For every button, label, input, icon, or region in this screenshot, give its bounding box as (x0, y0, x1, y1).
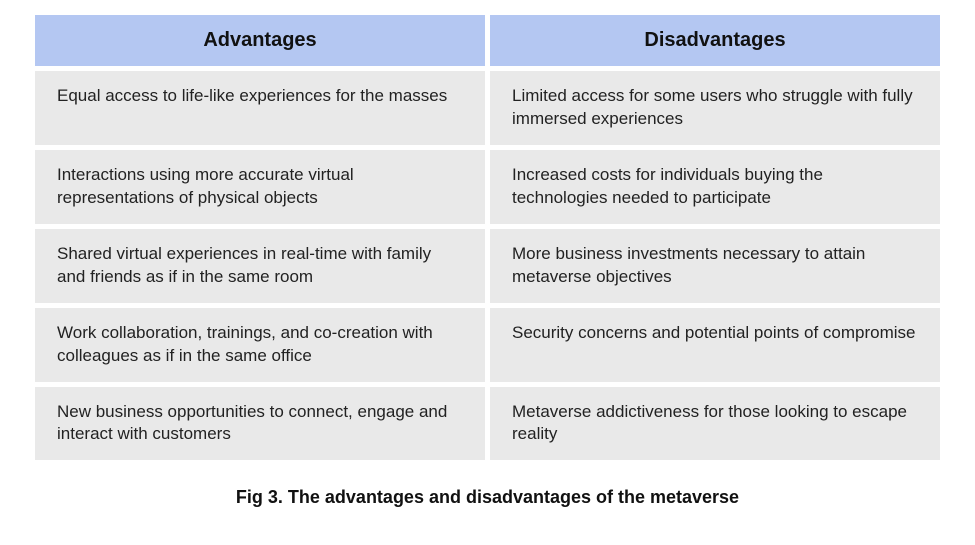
cell-advantage: Equal access to life-like experiences fo… (35, 71, 485, 145)
table-row: New business opportunities to connect, e… (35, 387, 940, 461)
table-row: Shared virtual experiences in real-time … (35, 229, 940, 303)
cell-advantage: Interactions using more accurate virtual… (35, 150, 485, 224)
figure-caption: Fig 3. The advantages and disadvantages … (30, 487, 945, 508)
cell-disadvantage: More business investments necessary to a… (490, 229, 940, 303)
cell-disadvantage: Limited access for some users who strugg… (490, 71, 940, 145)
cell-disadvantage: Metaverse addictiveness for those lookin… (490, 387, 940, 461)
cell-disadvantage: Security concerns and potential points o… (490, 308, 940, 382)
table-row: Interactions using more accurate virtual… (35, 150, 940, 224)
comparison-table: Advantages Disadvantages Equal access to… (30, 10, 945, 465)
figure-wrapper: Advantages Disadvantages Equal access to… (0, 0, 975, 508)
cell-advantage: Shared virtual experiences in real-time … (35, 229, 485, 303)
col-header-disadvantages: Disadvantages (490, 15, 940, 66)
col-header-advantages: Advantages (35, 15, 485, 66)
cell-advantage: New business opportunities to connect, e… (35, 387, 485, 461)
cell-disadvantage: Increased costs for individuals buying t… (490, 150, 940, 224)
cell-advantage: Work collaboration, trainings, and co-cr… (35, 308, 485, 382)
table-row: Equal access to life-like experiences fo… (35, 71, 940, 145)
table-row: Work collaboration, trainings, and co-cr… (35, 308, 940, 382)
